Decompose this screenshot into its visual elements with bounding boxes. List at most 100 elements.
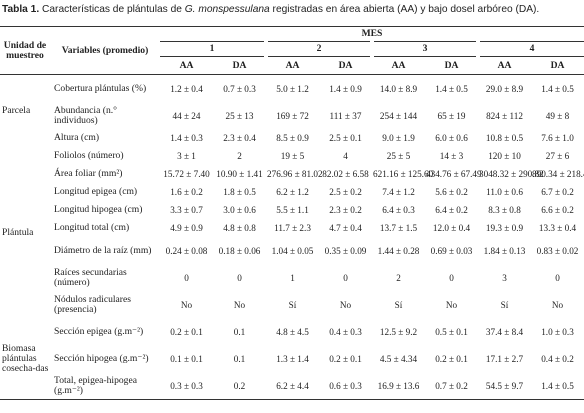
cell-value: 7.4 ± 1.2 bbox=[382, 187, 415, 197]
cell-value: 0.3 ± 0.3 bbox=[160, 372, 213, 400]
cell-value: 2.3 ± 0.2 bbox=[329, 205, 362, 215]
cell-value: 1.4 ± 0.5 bbox=[541, 83, 574, 94]
cell-value: 1.2 ± 0.4 bbox=[170, 83, 203, 94]
data-row: Diámetro de la raíz (mm) 0.24 ± 0.08 0.18 … bbox=[0, 237, 584, 264]
cell-value: 0.1 bbox=[233, 326, 246, 337]
cell-value: 37.4 ± 8.4 bbox=[485, 326, 524, 337]
cell-value: 0.1 bbox=[233, 353, 246, 364]
variable-name: Total, epigea-hipogea (g.m⁻²) bbox=[50, 372, 160, 400]
subcolumn-header: AA bbox=[160, 56, 213, 75]
subcolumn-header: AA bbox=[266, 56, 319, 75]
cell-value: 13.7 ± 1.5 bbox=[379, 223, 418, 233]
cell-value: 3.0 ± 0.6 bbox=[223, 205, 256, 215]
subcolumn-header: DA bbox=[531, 56, 584, 75]
data-row: Parcela Cobertura plántulas (%) 1.2 ± 0.4 0… bbox=[0, 75, 584, 115]
data-row: Longitud total (cm) 4.9 ± 0.9 4.8 ± 0.8 11.… bbox=[0, 219, 584, 237]
cell-value: 5.6 ± 0.2 bbox=[435, 187, 468, 197]
cell-value: 0.7 ± 0.3 bbox=[223, 83, 256, 94]
cell-value: 2 bbox=[396, 272, 401, 283]
cell-value: 0.7 ± 0.2 bbox=[425, 372, 478, 400]
cell-value: 65 ± 19 bbox=[437, 110, 466, 121]
data-row: Total, epigea-hipogea (g.m⁻²) 0.3 ± 0.3 0.… bbox=[0, 372, 584, 400]
cell-value: 0.2 ± 0.1 bbox=[329, 353, 362, 364]
cell-value: 434.76 ± 67.49 bbox=[426, 169, 482, 179]
cell-value: 17.1 ± 2.7 bbox=[485, 353, 524, 364]
cell-value: 0.2 ± 0.1 bbox=[435, 353, 468, 364]
variable-name: Área foliar (mm²) bbox=[54, 168, 123, 179]
cell-value: 111 ± 37 bbox=[329, 110, 362, 121]
variable-name: Longitud epigea (cm) bbox=[54, 186, 138, 197]
cell-value: 5.0 ± 1.2 bbox=[276, 83, 309, 94]
cell-value: 49 ± 8 bbox=[545, 110, 570, 121]
data-row: Abundancia (n.° individuos) 44 ± 24 25 ± 1… bbox=[0, 102, 584, 129]
group-label: Plántula bbox=[2, 226, 34, 238]
cell-value: 3 bbox=[502, 272, 507, 283]
data-table: Unidad de muestreo Variables (promedio) ME… bbox=[0, 26, 584, 400]
cell-value: 4.8 ± 0.8 bbox=[223, 223, 256, 233]
cell-value: 0.2 ± 0.1 bbox=[170, 326, 203, 337]
cell-value: 9.0 ± 1.9 bbox=[382, 133, 415, 143]
cell-value: 4 bbox=[343, 151, 348, 161]
cell-value: 1 bbox=[290, 272, 295, 283]
cell-value: 1.4 ± 0.5 bbox=[531, 372, 584, 400]
cell-value: 29.0 ± 8.9 bbox=[485, 83, 524, 94]
cell-value: 13.3 ± 0.4 bbox=[538, 223, 577, 233]
cell-value: 19 ± 5 bbox=[280, 151, 305, 161]
column-header: MES bbox=[160, 26, 584, 42]
table-caption: Tabla 1. Características de plántulas de… bbox=[0, 0, 584, 26]
cell-value: 12.0 ± 0.4 bbox=[432, 223, 471, 233]
caption-species: G. monspessulana bbox=[184, 4, 270, 15]
subcolumn-header: DA bbox=[213, 56, 266, 75]
cell-value: 3.3 ± 0.7 bbox=[170, 205, 203, 215]
cell-value: No bbox=[551, 299, 564, 310]
cell-value: 6.6 ± 0.2 bbox=[541, 205, 574, 215]
cell-value: 0 bbox=[449, 272, 454, 283]
cell-value: 0.5 ± 0.1 bbox=[435, 326, 468, 337]
caption-label: Tabla 1. bbox=[2, 4, 40, 15]
cell-value: 27 ± 6 bbox=[545, 151, 570, 161]
cell-value: 1.6 ± 0.2 bbox=[170, 187, 203, 197]
cell-value: 0.4 ± 0.2 bbox=[541, 353, 574, 364]
variable-name: Diámetro de la raíz (mm) bbox=[54, 244, 152, 256]
cell-value: 4.9 ± 0.9 bbox=[170, 223, 203, 233]
variable-name: Foliolos (número) bbox=[54, 150, 124, 161]
cell-value: 1.4 ± 0.3 bbox=[170, 133, 203, 143]
cell-value: 44 ± 24 bbox=[172, 110, 201, 121]
cell-value: 276.96 ± 81.02 bbox=[267, 169, 323, 179]
column-header: Unidad de muestreo bbox=[0, 26, 50, 75]
cell-value: Sí bbox=[288, 299, 297, 310]
cell-value: 82.02 ± 6.58 bbox=[322, 169, 369, 179]
cell-value: 2.3 ± 0.4 bbox=[223, 133, 256, 143]
cell-value: 11.0 ± 0.6 bbox=[486, 187, 523, 197]
cell-value: 0.2 bbox=[213, 372, 266, 400]
variable-name: Nódulos radiculares (presencia) bbox=[54, 293, 131, 315]
cell-value: No bbox=[339, 299, 352, 310]
cell-value: 1.44 ± 0.28 bbox=[377, 245, 420, 256]
group-label: Parcela bbox=[2, 105, 31, 116]
cell-value: 169 ± 72 bbox=[276, 110, 309, 121]
cell-value: 1.84 ± 0.13 bbox=[483, 245, 526, 256]
cell-value: 4.8 ± 4.5 bbox=[276, 326, 309, 337]
cell-value: 0.83 ± 0.02 bbox=[536, 245, 579, 256]
subcolumn-header: AA bbox=[372, 56, 425, 75]
cell-value: 14.0 ± 8.9 bbox=[379, 83, 418, 94]
data-row: Nódulos radiculares (presencia) No No Sí No S… bbox=[0, 291, 584, 318]
cell-value: 6.4 ± 0.2 bbox=[435, 205, 468, 215]
caption-text: Características de plántulas de bbox=[42, 4, 182, 15]
cell-value: 5.5 ± 1.1 bbox=[276, 205, 309, 215]
cell-value: 1.4 ± 0.9 bbox=[329, 83, 362, 94]
subcolumn-header: AA bbox=[478, 56, 531, 75]
data-row: Raíces secundarias (número) 0 0 1 0 2 0 3 0 bbox=[0, 264, 584, 291]
cell-value: 12.5 ± 9.2 bbox=[379, 326, 418, 337]
variable-name: Sección epigea (g.m⁻²) bbox=[54, 325, 144, 337]
cell-value: 15.72 ± 7.40 bbox=[163, 169, 210, 179]
cell-value: 14 ± 3 bbox=[439, 151, 464, 161]
variable-name: Altura (cm) bbox=[54, 132, 100, 143]
cell-value: 0 bbox=[343, 272, 348, 283]
cell-value: 6.0 ± 0.6 bbox=[435, 133, 468, 143]
cell-value: Sí bbox=[500, 299, 509, 310]
cell-value: 3 ± 1 bbox=[177, 151, 196, 161]
cell-value: 7.6 ± 1.0 bbox=[541, 133, 574, 143]
cell-value: Sí bbox=[394, 299, 403, 310]
cell-value: 0 bbox=[237, 272, 242, 283]
